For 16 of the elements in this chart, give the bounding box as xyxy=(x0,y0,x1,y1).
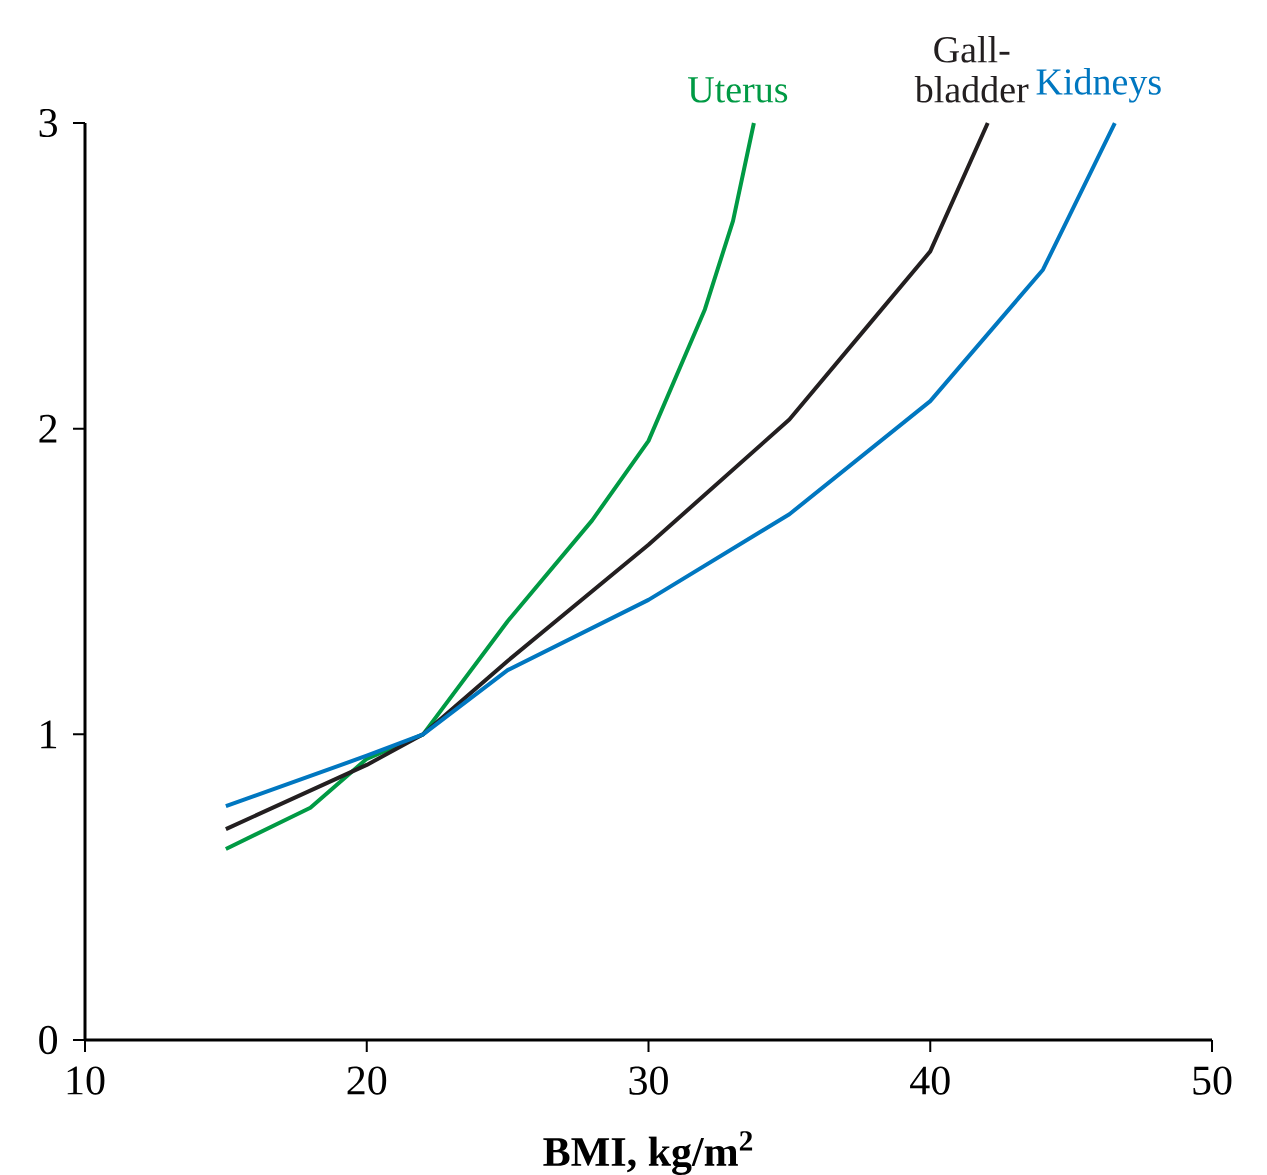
x-tick-label: 50 xyxy=(1193,1066,1232,1095)
x-tick-label: 10 xyxy=(67,1066,105,1095)
series-label: Kidneys xyxy=(1036,68,1161,103)
line-series xyxy=(223,121,990,832)
x-tick-label: 40 xyxy=(910,1066,950,1095)
y-tick-label: 3 xyxy=(39,108,57,138)
line-series xyxy=(223,121,756,851)
x-tick-label: 30 xyxy=(629,1066,668,1095)
y-tick-label: 0 xyxy=(39,1025,58,1055)
series-label: Gall-bladder xyxy=(914,35,1029,103)
series-label: Uterus xyxy=(688,77,788,103)
y-tick-label: 2 xyxy=(39,414,57,443)
y-tick-label: 1 xyxy=(41,720,57,749)
line-series xyxy=(223,121,1117,809)
x-tick-label: 20 xyxy=(347,1066,387,1095)
text: BMI, kg/m$^{2}$ xyxy=(543,1131,753,1175)
